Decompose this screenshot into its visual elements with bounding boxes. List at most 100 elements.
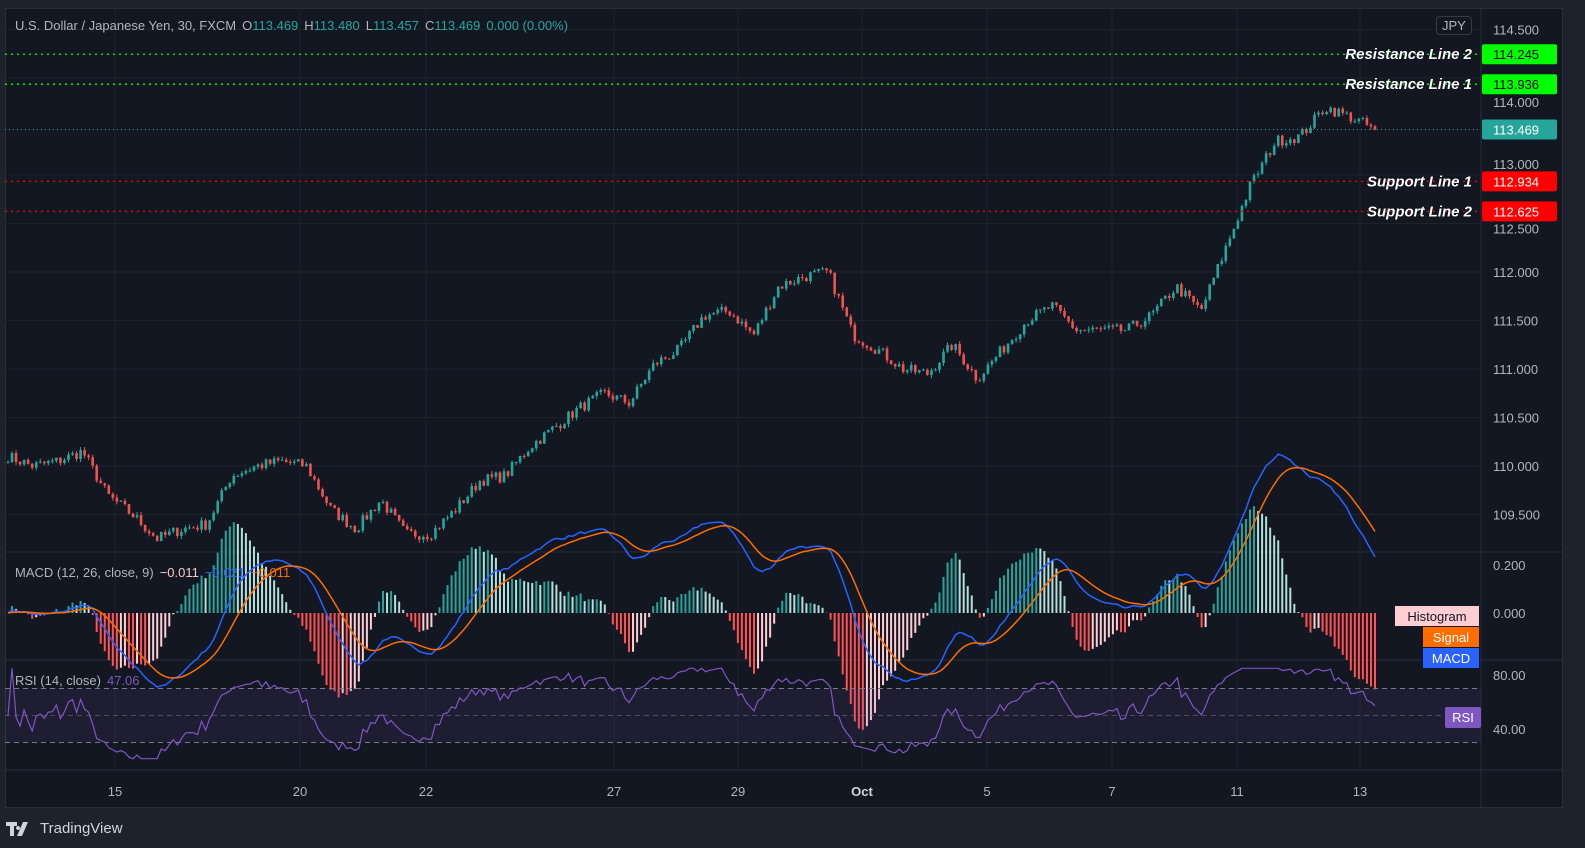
candle-body bbox=[159, 532, 163, 542]
macd-histogram-bar bbox=[623, 613, 626, 644]
macd-histogram-bar bbox=[132, 613, 135, 669]
candle-body bbox=[1272, 145, 1276, 156]
macd-histogram-bar bbox=[406, 613, 409, 617]
candle-body bbox=[103, 483, 107, 486]
candle-body bbox=[1200, 304, 1203, 309]
macd-histogram-bar bbox=[507, 581, 510, 613]
tradingview-logo[interactable]: TradingView bbox=[6, 820, 123, 837]
candle-body bbox=[1349, 112, 1353, 122]
macd-histogram-bar bbox=[1111, 613, 1114, 635]
macd-histogram-bar bbox=[704, 591, 707, 613]
macd-histogram-bar bbox=[1321, 613, 1324, 632]
macd-histogram-bar bbox=[656, 602, 659, 613]
macd-histogram-bar bbox=[261, 563, 264, 613]
macd-tick-label: 0.000 bbox=[1493, 606, 1526, 621]
macd-histogram-bar bbox=[216, 552, 219, 613]
candle-body bbox=[188, 527, 191, 529]
candle-body bbox=[845, 307, 849, 317]
support-line-label: Support Line 2 bbox=[1367, 203, 1473, 220]
candle-body bbox=[1317, 112, 1320, 115]
macd-histogram-bar bbox=[1265, 516, 1268, 613]
candle-body bbox=[470, 485, 474, 497]
candle-body bbox=[1337, 108, 1341, 117]
candle-body bbox=[1107, 325, 1111, 328]
candle-body bbox=[676, 344, 679, 356]
macd-histogram-bar bbox=[789, 593, 792, 613]
macd-histogram-bar bbox=[720, 602, 723, 613]
candle-body bbox=[801, 276, 804, 279]
macd-histogram-bar bbox=[168, 613, 171, 627]
candle-body bbox=[139, 515, 143, 526]
macd-histogram-bar bbox=[176, 611, 179, 613]
macd-histogram-bar bbox=[1200, 613, 1203, 628]
macd-histogram-bar bbox=[265, 566, 268, 613]
macd-histogram-bar bbox=[849, 613, 852, 705]
macd-histogram-bar bbox=[502, 573, 505, 613]
candle-body bbox=[897, 364, 901, 367]
macd-histogram-bar bbox=[293, 613, 296, 615]
macd-tick-label: 0.200 bbox=[1493, 558, 1526, 573]
candle-body bbox=[131, 513, 135, 518]
candle-body bbox=[547, 429, 550, 433]
candle-body bbox=[1325, 112, 1328, 115]
currency-button[interactable]: JPY bbox=[1436, 16, 1472, 35]
candle-body bbox=[1232, 228, 1236, 239]
candle-body bbox=[764, 307, 768, 321]
candle-body bbox=[962, 354, 965, 365]
candle-body bbox=[418, 536, 421, 540]
candle-body bbox=[1305, 129, 1308, 133]
support-line-label: Support Line 1 bbox=[1367, 173, 1472, 190]
candle-body bbox=[522, 456, 526, 458]
macd-histogram-bar bbox=[1035, 547, 1038, 613]
macd-histogram-bar bbox=[974, 609, 977, 613]
macd-histogram-bar bbox=[208, 573, 211, 613]
candle-body bbox=[147, 531, 151, 534]
macd-histogram-bar bbox=[1240, 523, 1243, 613]
candle-body bbox=[119, 500, 123, 502]
candle-body bbox=[163, 532, 167, 535]
candle-body bbox=[756, 323, 760, 335]
candle-body bbox=[127, 504, 131, 514]
candle-body bbox=[293, 461, 296, 463]
candle-body bbox=[155, 535, 159, 542]
macd-histogram-bar bbox=[809, 602, 812, 613]
macd-histogram-bar bbox=[998, 577, 1001, 613]
chart-frame[interactable] bbox=[5, 8, 1563, 808]
macd-histogram-bar bbox=[1349, 613, 1352, 671]
candle-body bbox=[752, 330, 756, 335]
macd-histogram-bar bbox=[1119, 613, 1122, 633]
macd-signal-badge-label: Signal bbox=[1433, 630, 1469, 645]
candle-body bbox=[442, 518, 445, 529]
candle-body bbox=[422, 536, 425, 540]
macd-histogram-bar bbox=[87, 606, 90, 613]
candle-body bbox=[1212, 277, 1216, 285]
candle-body bbox=[438, 527, 441, 529]
high-label: H bbox=[304, 18, 314, 33]
candle-body bbox=[510, 462, 514, 476]
candle-body bbox=[405, 526, 409, 530]
open-value: 113.469 bbox=[252, 18, 299, 33]
candle-body bbox=[998, 346, 1002, 358]
candle-body bbox=[551, 426, 554, 430]
macd-histogram-bar bbox=[119, 613, 122, 668]
candle-body bbox=[1103, 327, 1107, 329]
close-label: C bbox=[424, 18, 435, 33]
macd-histogram-bar bbox=[204, 578, 207, 613]
candle-body bbox=[1039, 309, 1042, 311]
candle-body bbox=[849, 316, 853, 325]
macd-histogram-bar bbox=[700, 587, 703, 613]
candle-body bbox=[83, 450, 86, 456]
macd-histogram-bar bbox=[91, 613, 94, 616]
macd-histogram-bar bbox=[414, 613, 417, 628]
candle-body bbox=[655, 363, 659, 365]
candle-body bbox=[462, 500, 465, 504]
macd-histogram-bar bbox=[192, 584, 195, 613]
macd-histogram-bar bbox=[466, 555, 469, 613]
candle-body bbox=[502, 471, 506, 483]
candle-body bbox=[232, 475, 236, 484]
candle-body bbox=[543, 432, 546, 444]
candle-body bbox=[583, 402, 586, 411]
candle-body bbox=[79, 450, 82, 459]
candle-body bbox=[95, 465, 99, 481]
